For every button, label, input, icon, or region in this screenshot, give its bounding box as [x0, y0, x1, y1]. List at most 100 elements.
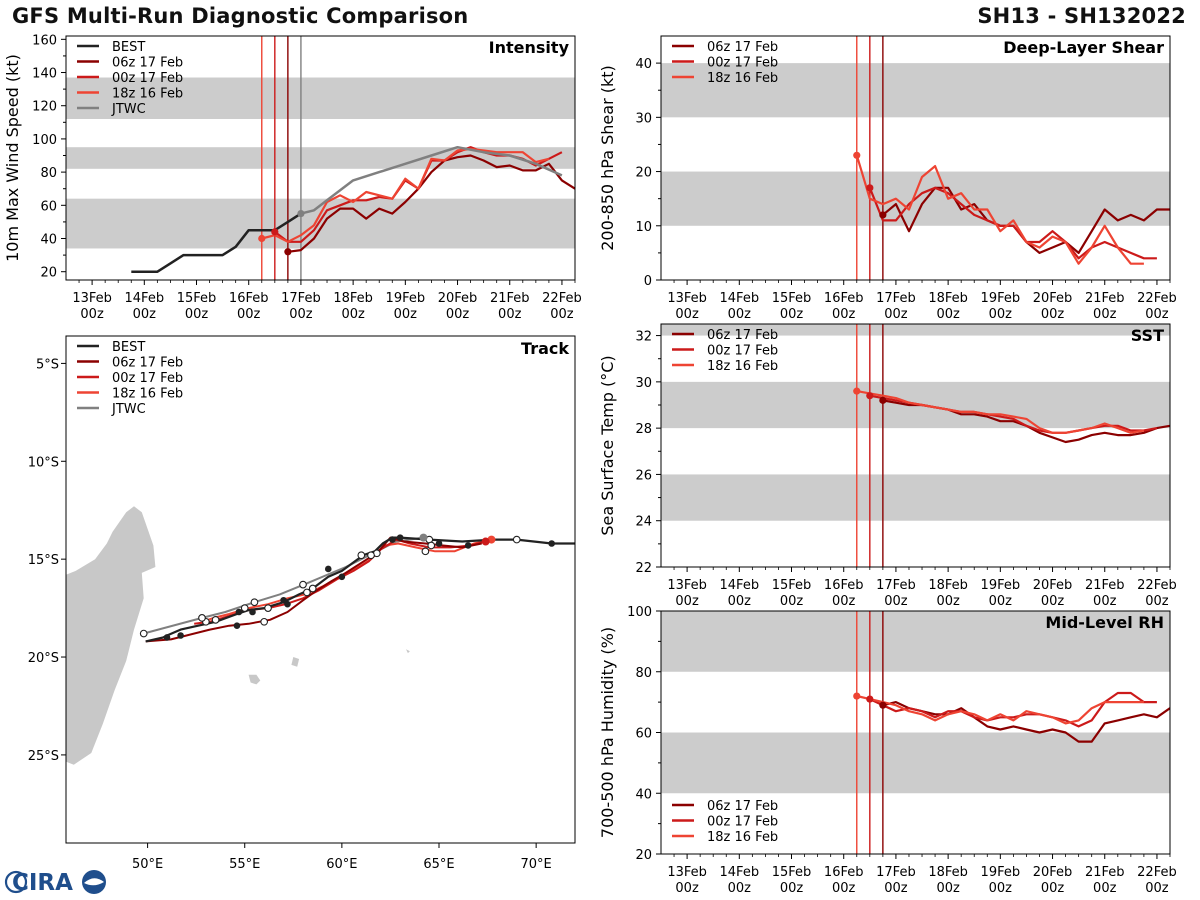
x-tick-label-day: 18Feb — [928, 291, 968, 306]
series-start-marker — [853, 151, 861, 159]
panel-rh: 2040608010013Feb00z14Feb00z15Feb00z16Feb… — [598, 605, 1177, 896]
x-tick-label-day: 16Feb — [229, 291, 269, 306]
x-tick-label-hour: 00z — [780, 307, 804, 322]
x-tick-label-hour: 00z — [1145, 594, 1169, 609]
x-tick-label-hour: 00z — [989, 307, 1013, 322]
x-tick-label-hour: 00z — [989, 881, 1013, 896]
legend-label: 06z 17 Feb — [707, 328, 778, 343]
legend-label: 00z 17 Feb — [707, 815, 778, 830]
series-line-00z-17-feb — [869, 691, 1157, 728]
series-start-marker — [866, 695, 874, 703]
page-title: GFS Multi-Run Diagnostic Comparison — [12, 4, 469, 28]
x-tick-label: 50°E — [132, 857, 163, 872]
legend-label: 06z 17 Feb — [112, 56, 183, 71]
storm-id: SH13 - SH132022 — [977, 4, 1186, 28]
x-tick-label-hour: 00z — [1093, 594, 1117, 609]
panel-sst: 22242628303213Feb00z14Feb00z15Feb00z16Fe… — [598, 323, 1177, 609]
x-tick-label-day: 21Feb — [1085, 291, 1125, 306]
x-tick-label-hour: 00z — [80, 307, 104, 322]
track-start-marker — [481, 537, 490, 546]
series-start-marker — [271, 228, 279, 236]
land-rodrigues — [406, 649, 410, 654]
y-tick-label: 20°S — [28, 651, 59, 666]
land-reunion — [248, 674, 261, 685]
track-point-filled — [233, 622, 241, 630]
x-tick-label: 65°E — [423, 857, 454, 872]
y-axis-label: 700-500 hPa Humidity (%) — [598, 627, 617, 838]
track-point-open — [308, 584, 317, 593]
x-tick-label-day: 13Feb — [667, 865, 707, 880]
x-tick-label-hour: 00z — [675, 881, 699, 896]
y-tick-label: 20 — [635, 848, 652, 863]
legend-label: 06z 17 Feb — [707, 799, 778, 814]
series-line-18z-16-feb — [856, 694, 1144, 725]
panel-track: 50°E 55°E 60°E 65°E 70°E 5°S 10°S 15°S 20°S 25°S T… — [28, 335, 576, 872]
track-point-open — [198, 614, 206, 622]
series-line-18z-16-feb — [261, 147, 550, 243]
x-tick-label-hour: 00z — [675, 307, 699, 322]
x-tick-label-day: 16Feb — [824, 578, 864, 593]
x-tick-label-day: 16Feb — [824, 865, 864, 880]
y-tick-label: 5°S — [36, 357, 59, 372]
shaded-band — [661, 611, 1170, 672]
track-point-filled — [389, 536, 396, 543]
x-tick-label-hour: 00z — [728, 307, 752, 322]
y-tick-label: 30 — [635, 111, 652, 126]
plot-frame — [660, 610, 1171, 855]
x-tick-label-day: 20Feb — [438, 291, 478, 306]
x-tick-label-hour: 00z — [289, 307, 313, 322]
legend-label: 18z 16 Feb — [707, 71, 778, 86]
panel-title: Deep-Layer Shear — [1003, 38, 1164, 57]
y-tick-label: 80 — [40, 166, 57, 181]
series-start-marker — [297, 210, 305, 218]
shaded-band — [66, 147, 575, 169]
x-tick-label-day: 17Feb — [876, 865, 916, 880]
y-tick-label: 60 — [635, 727, 652, 742]
track-point-filled — [396, 534, 404, 541]
shaded-band — [66, 198, 575, 249]
x-tick-label: 55°E — [229, 857, 260, 872]
x-tick-label-day: 13Feb — [667, 291, 707, 306]
panel-title: Track — [521, 339, 569, 358]
shaded-band — [661, 474, 1170, 521]
legend-label: 00z 17 Feb — [112, 371, 183, 386]
x-tick-label-hour: 00z — [832, 881, 856, 896]
track-line-06z-17-feb — [145, 536, 482, 643]
x-tick-label-day: 17Feb — [876, 291, 916, 306]
series-start-marker — [853, 692, 861, 700]
x-tick-label-day: 19Feb — [981, 578, 1021, 593]
x-tick-label-hour: 00z — [936, 594, 960, 609]
x-tick-label-hour: 00z — [1093, 307, 1117, 322]
y-tick-label: 20 — [635, 166, 652, 181]
track-point-open — [367, 551, 375, 560]
y-tick-label: 10°S — [28, 455, 59, 470]
x-tick-label: 60°E — [326, 857, 357, 872]
x-tick-label-day: 18Feb — [928, 865, 968, 880]
legend-label: JTWC — [111, 402, 146, 417]
x-tick-label-hour: 00z — [1145, 307, 1169, 322]
x-tick-label-day: 22Feb — [1137, 291, 1177, 306]
track-point-filled — [324, 565, 332, 573]
track-start-marker — [419, 533, 428, 542]
panel-title: Mid-Level RH — [1045, 613, 1164, 632]
legend-label: 18z 16 Feb — [112, 87, 183, 102]
x-tick-label-hour: 00z — [832, 307, 856, 322]
shaded-band — [66, 77, 575, 119]
x-tick-label-day: 13Feb — [72, 291, 112, 306]
x-tick-label-day: 22Feb — [1137, 865, 1177, 880]
x-tick-label-hour: 00z — [1041, 594, 1065, 609]
y-tick-label: 25°S — [28, 749, 59, 764]
series-start-marker — [284, 248, 292, 256]
x-tick-label-day: 20Feb — [1033, 865, 1073, 880]
x-tick-label-day: 14Feb — [720, 578, 760, 593]
land-tromelin — [235, 576, 236, 578]
track-point-open — [260, 617, 269, 626]
plot-frame — [65, 335, 576, 844]
track-point-open — [264, 604, 272, 612]
series-start-marker — [879, 396, 887, 404]
y-tick-label: 100 — [627, 605, 652, 620]
x-tick-label-day: 21Feb — [490, 291, 530, 306]
x-tick-label-hour: 00z — [936, 881, 960, 896]
x-tick-label-hour: 00z — [446, 307, 470, 322]
